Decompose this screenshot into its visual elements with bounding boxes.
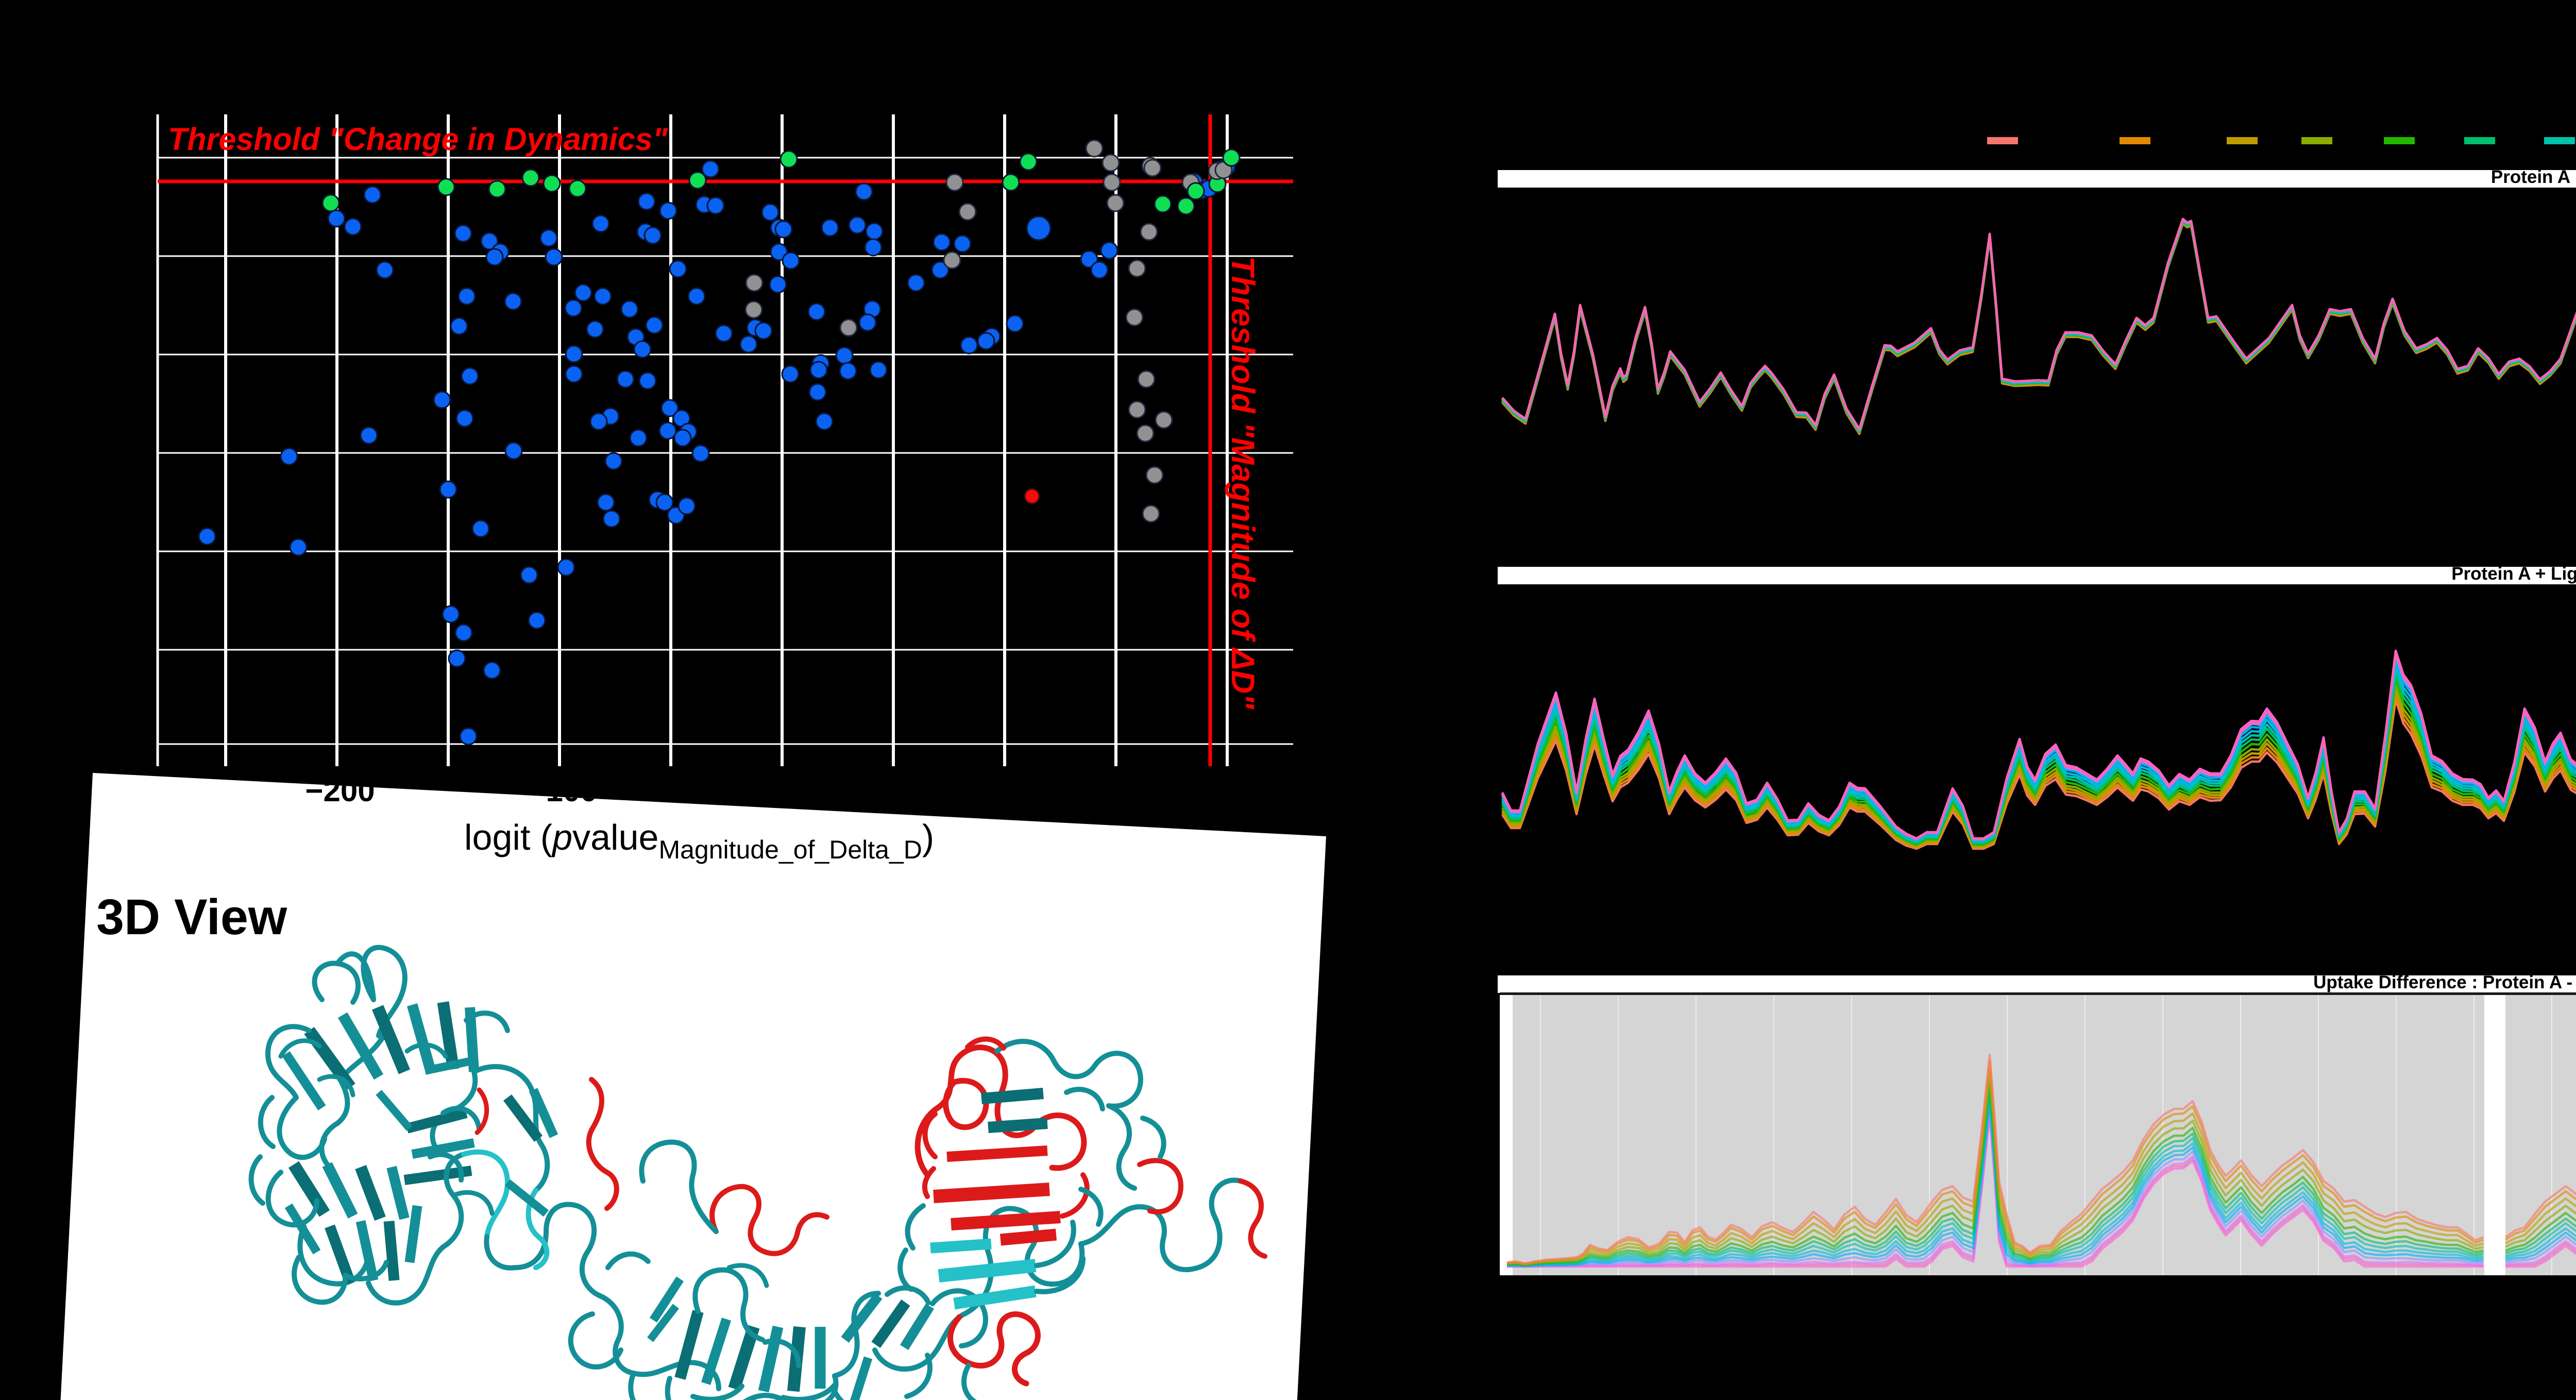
svg-text:Protein A + Ligand: Protein A + Ligand — [2451, 564, 2576, 584]
svg-text:Uptake Difference : Protein A: Uptake Difference : Protein A - (Protein… — [2313, 972, 2576, 992]
svg-text:Threshold "Change in Dynamics": Threshold "Change in Dynamics" — [168, 122, 668, 157]
svg-text:Threshold "Magnitude of ΔD": Threshold "Magnitude of ΔD" — [1225, 256, 1261, 710]
svg-text:Protein A: Protein A — [2491, 167, 2570, 187]
